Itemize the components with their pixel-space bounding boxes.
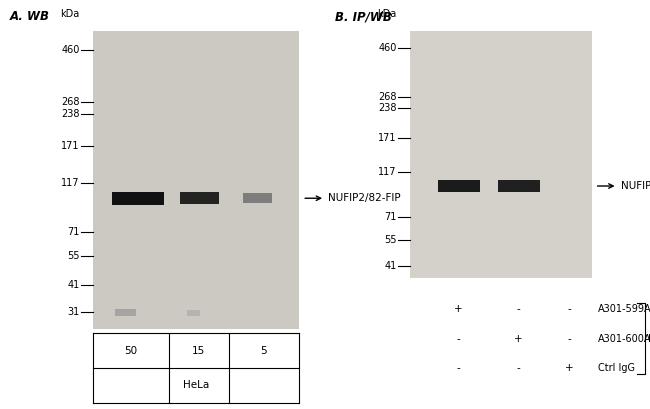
Text: 171: 171 xyxy=(61,141,79,151)
Text: 41: 41 xyxy=(68,280,79,290)
Text: +: + xyxy=(566,363,574,373)
Text: +: + xyxy=(454,304,463,314)
Text: A301-599A: A301-599A xyxy=(598,304,650,314)
Text: 117: 117 xyxy=(378,167,396,177)
Text: -: - xyxy=(457,334,460,344)
Text: A. WB: A. WB xyxy=(10,10,50,23)
Text: 71: 71 xyxy=(384,212,396,222)
Text: 41: 41 xyxy=(384,261,396,272)
Text: Ctrl IgG: Ctrl IgG xyxy=(598,363,635,373)
Text: NUFIP2/82-FIP: NUFIP2/82-FIP xyxy=(621,181,650,191)
Text: HeLa: HeLa xyxy=(183,380,209,391)
Text: 50: 50 xyxy=(124,346,137,356)
Bar xyxy=(497,180,540,192)
Text: -: - xyxy=(457,363,460,373)
Text: 460: 460 xyxy=(378,43,396,54)
Text: 238: 238 xyxy=(378,103,396,113)
Text: 15: 15 xyxy=(192,346,205,356)
Text: 31: 31 xyxy=(68,307,79,317)
Bar xyxy=(243,193,272,203)
Text: 71: 71 xyxy=(67,227,79,236)
Text: 117: 117 xyxy=(61,178,79,188)
Text: 268: 268 xyxy=(61,97,79,107)
Text: -: - xyxy=(568,304,571,314)
Text: kDa: kDa xyxy=(60,9,79,19)
Text: A301-600A: A301-600A xyxy=(598,334,650,344)
Text: IP: IP xyxy=(649,334,650,344)
Text: 460: 460 xyxy=(61,45,79,55)
Bar xyxy=(92,31,299,329)
Bar xyxy=(112,192,164,205)
Text: 55: 55 xyxy=(384,235,396,245)
Text: 268: 268 xyxy=(378,92,396,102)
Text: +: + xyxy=(514,334,523,344)
Bar xyxy=(115,309,136,316)
Text: 238: 238 xyxy=(61,109,79,119)
Bar xyxy=(181,192,220,204)
Bar xyxy=(410,31,592,278)
Text: -: - xyxy=(517,304,521,314)
Text: NUFIP2/82-FIP: NUFIP2/82-FIP xyxy=(328,193,401,203)
Text: -: - xyxy=(517,363,521,373)
Bar xyxy=(187,310,200,316)
Text: kDa: kDa xyxy=(377,9,396,19)
Text: -: - xyxy=(568,334,571,344)
Bar xyxy=(437,180,480,192)
Text: B. IP/WB: B. IP/WB xyxy=(335,10,391,23)
Text: 171: 171 xyxy=(378,133,396,143)
Text: 55: 55 xyxy=(67,252,79,261)
Text: 5: 5 xyxy=(261,346,267,356)
